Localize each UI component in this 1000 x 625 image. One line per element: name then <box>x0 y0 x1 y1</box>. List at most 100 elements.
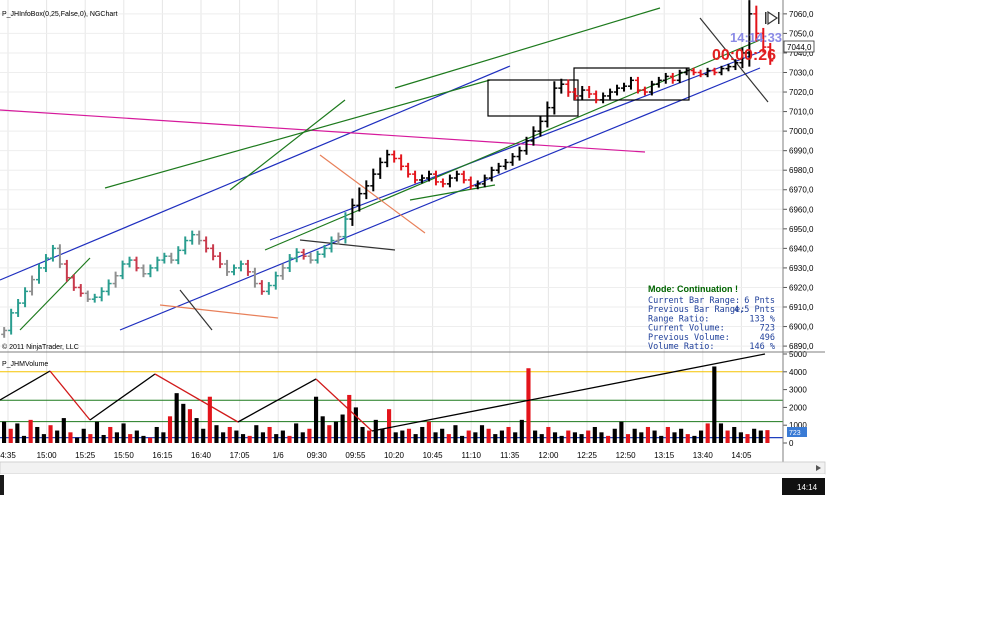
volume-bar <box>194 418 199 443</box>
volume-bar <box>387 409 392 443</box>
volume-bars <box>0 353 783 443</box>
volume-bar <box>340 414 345 443</box>
volume-bar <box>406 428 412 443</box>
volume-tick-label: 4000 <box>789 368 807 377</box>
info-row-label: Current Bar Range: <box>648 296 740 306</box>
volume-bar <box>181 403 186 443</box>
volume-bar <box>367 430 372 443</box>
volume-bar <box>592 426 597 443</box>
horizontal-scrollbar[interactable] <box>0 461 826 475</box>
volume-bar <box>625 434 631 443</box>
price-tick-label: 6970,0 <box>789 186 814 195</box>
volume-bar <box>114 432 119 443</box>
time-tick-label: 09:30 <box>307 451 328 460</box>
volume-bar <box>128 434 133 443</box>
volume-tick-label: 1000 <box>789 421 807 430</box>
scroll-right-icon[interactable] <box>816 465 821 471</box>
last-volume-label: 723 <box>789 430 801 437</box>
volume-bar <box>61 418 66 443</box>
volume-bar <box>8 428 13 443</box>
trendline <box>299 239 396 251</box>
volume-bar <box>240 434 246 443</box>
price-tick-label: 6990,0 <box>789 147 814 156</box>
volume-bar <box>599 432 604 443</box>
volume-bar <box>745 434 750 443</box>
volume-tick-label: 5000 <box>789 350 807 359</box>
volume-bar <box>380 428 385 443</box>
price-bars <box>1 0 774 338</box>
trendline <box>0 65 511 281</box>
info-row-label: Volume Ratio: <box>648 342 715 352</box>
trendline <box>19 257 91 331</box>
volume-bar <box>513 432 518 443</box>
price-tick-label: 7010,0 <box>789 108 814 117</box>
volume-bar <box>134 430 139 443</box>
volume-bar <box>400 430 405 443</box>
volume-bar <box>41 434 46 443</box>
volume-bar <box>121 423 126 443</box>
volume-bar <box>101 434 106 443</box>
time-tick-label: 1/6 <box>273 451 285 460</box>
volume-bar <box>519 419 524 443</box>
time-tick-label: 12:50 <box>616 451 637 460</box>
volume-bar <box>752 428 757 443</box>
volume-bar <box>473 432 478 443</box>
volume-zigzag-line <box>154 373 239 423</box>
volume-bar <box>333 421 339 443</box>
volume-bar <box>546 426 551 443</box>
volume-bar <box>347 394 352 443</box>
volume-bar <box>698 430 704 443</box>
volume-bar <box>48 425 53 443</box>
price-tick-label: 6900,0 <box>789 323 814 332</box>
price-tick-label: 7060,0 <box>789 10 814 19</box>
volume-bar <box>68 432 73 443</box>
last-price-box <box>783 40 815 53</box>
clock-time: 14:14:33 <box>730 30 782 45</box>
price-tick-label: 6950,0 <box>789 225 814 234</box>
volume-bar <box>174 393 179 443</box>
volume-bar <box>327 425 332 443</box>
info-box: Mode: Continuation ! Current Bar Range: 6… <box>648 284 775 352</box>
volume-bar <box>148 437 153 443</box>
time-tick-label: 15:00 <box>37 451 58 460</box>
time-tick-label: 17:05 <box>230 451 251 460</box>
price-tick-label: 7040,0 <box>789 49 814 58</box>
status-bar <box>0 474 825 497</box>
countdown-timer: 00:00:26 <box>712 47 776 64</box>
volume-bar <box>539 434 544 443</box>
volume-zigzag-line <box>0 370 51 401</box>
last-volume-box <box>787 427 807 437</box>
volume-bar <box>94 421 100 443</box>
volume-bar <box>287 435 292 443</box>
pause-play-icon[interactable] <box>765 10 780 26</box>
volume-bar <box>685 434 690 443</box>
price-tick-label: 6920,0 <box>789 283 814 292</box>
trendlines <box>0 7 769 331</box>
info-row-value: 6 Pnts <box>744 296 775 306</box>
volume-bar <box>307 428 312 443</box>
time-tick-label: 15:50 <box>114 451 135 460</box>
volume-bar <box>440 428 445 443</box>
copyright-label: © 2011 NinjaTrader, LLC <box>2 343 79 351</box>
volume-bar <box>267 426 272 443</box>
info-row-label: Previous Volume: <box>648 333 730 343</box>
volume-bar <box>28 419 33 443</box>
time-tick-label: 13:40 <box>693 451 714 460</box>
time-tick-label: 09:55 <box>345 451 366 460</box>
trendline <box>699 17 769 103</box>
info-box-title: Mode: Continuation ! <box>648 284 738 294</box>
volume-zigzag-line <box>89 373 156 421</box>
volume-bar <box>526 368 531 443</box>
time-tick-label: 11:35 <box>500 451 520 460</box>
time-tick-label: 11:10 <box>461 451 481 460</box>
volume-bar <box>300 432 305 443</box>
volume-bar <box>254 425 259 443</box>
volume-zigzag-line <box>371 353 766 432</box>
time-tick-label: 10:45 <box>423 451 444 460</box>
volume-bar <box>486 428 491 443</box>
trendline <box>159 304 279 319</box>
volume-bar <box>712 366 717 443</box>
status-bar-left-cap <box>0 475 4 495</box>
info-row-value: 4,5 Pnts <box>734 305 775 315</box>
trendline <box>264 39 761 251</box>
